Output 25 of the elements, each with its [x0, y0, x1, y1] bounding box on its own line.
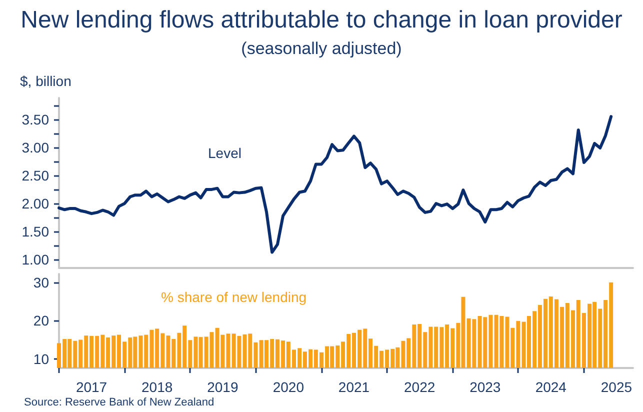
y-tick-label: 2.00	[22, 195, 50, 212]
y-tick-label: 30	[33, 274, 50, 290]
y-tick-label: 3.50	[22, 111, 50, 128]
x-tick-label: 2019	[207, 379, 238, 395]
y-axis-title: $, billion	[20, 73, 72, 89]
chart-subtitle: (seasonally adjusted)	[241, 39, 402, 58]
x-tick-label: 2020	[272, 379, 304, 395]
series-label: % share of new lending	[161, 289, 307, 305]
x-tick-label: 2018	[142, 379, 173, 395]
x-tick-label: 2021	[338, 379, 370, 395]
x-tick-label: 2017	[76, 379, 108, 395]
y-tick-label: 2.50	[22, 167, 50, 184]
x-tick-label: 2022	[404, 379, 436, 395]
source-note: Source: Reserve Bank of New Zealand	[24, 396, 214, 408]
y-tick-label: 1.50	[22, 224, 50, 240]
y-tick-label: 20	[33, 312, 50, 329]
x-tick-label: 2025	[600, 379, 632, 395]
x-tick-label: 2024	[535, 379, 567, 395]
y-tick-label: 10	[33, 350, 50, 367]
y-tick-label: 1.00	[22, 252, 50, 268]
line-series	[58, 115, 613, 254]
chart-title: New lending flows attributable to change in loan provider	[20, 6, 622, 34]
text: Level	[208, 145, 242, 161]
x-tick-label: 2023	[470, 379, 501, 395]
y-tick-label: 3.00	[22, 139, 50, 156]
